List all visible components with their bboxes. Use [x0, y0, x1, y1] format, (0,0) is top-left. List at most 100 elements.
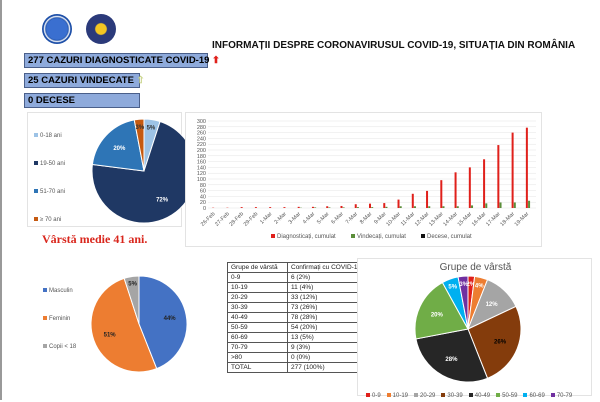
- x-tick-label: 28-Feb: [228, 211, 245, 228]
- bar-diagnosed: [426, 191, 428, 208]
- bar-cured: [385, 207, 387, 208]
- legend-label: Copii < 18: [49, 344, 76, 350]
- legend-label: 50-59: [502, 393, 517, 399]
- legend-item: 51-70 ani: [34, 189, 84, 195]
- x-tick-label: 6-Mar: [330, 211, 345, 226]
- government-logo: [42, 14, 72, 44]
- table-cell: 60-69: [228, 333, 288, 343]
- bar-diagnosed: [269, 207, 271, 208]
- pie-data-label: 4%: [475, 283, 484, 289]
- x-tick-label: 3-Mar: [288, 211, 303, 226]
- y-tick-label: 280: [197, 125, 206, 131]
- deaths-badge: 0 DECESE: [24, 93, 140, 108]
- bar-diagnosed: [298, 207, 300, 208]
- legend-label: 51-70 ani: [40, 189, 65, 195]
- table-cell: 6 (2%): [288, 273, 368, 283]
- x-tick-label: 1-Mar: [259, 211, 274, 226]
- legend-item: 0-9: [366, 393, 381, 399]
- bar-cured: [371, 207, 373, 208]
- legend-item: ≥ 70 ani: [34, 217, 84, 223]
- pie-data-label: 5%: [128, 282, 137, 288]
- pie-data-label: 72%: [156, 198, 169, 204]
- bar-diagnosed: [241, 207, 243, 208]
- arrow-up-red-icon: ⬆: [212, 55, 220, 66]
- legend-label: 19-50 ani: [40, 161, 65, 167]
- bar-cured: [443, 206, 445, 208]
- bar-cured: [514, 202, 516, 208]
- bar-cured: [471, 205, 473, 208]
- pie-data-label: 5%: [147, 125, 156, 131]
- table-cell: 0 (0%): [288, 353, 368, 363]
- bar-cured: [428, 206, 430, 208]
- bar-diagnosed: [512, 133, 514, 208]
- diagnosed-text: 277 CAZURI DIAGNOSTICATE COVID-19: [28, 55, 209, 66]
- y-tick-label: 160: [197, 160, 206, 166]
- bar-cured: [400, 206, 402, 208]
- bar-diagnosed: [312, 207, 314, 208]
- legend-swatch: [421, 234, 425, 238]
- bar-cured: [485, 203, 487, 208]
- x-tick-label: 29-Feb: [243, 211, 260, 228]
- legend-label: ≥ 70 ani: [40, 217, 61, 223]
- table-cell: 54 (20%): [288, 323, 368, 333]
- bar-diagnosed: [483, 159, 485, 208]
- table-cell: 0-9: [228, 273, 288, 283]
- deaths-text: 0 DECESE: [28, 95, 75, 106]
- legend-item: Feminin: [43, 316, 93, 322]
- bar-diagnosed: [326, 206, 328, 208]
- legend-item: 30-39: [441, 393, 462, 399]
- bar-cured: [357, 207, 359, 208]
- legend-swatch: [43, 316, 47, 320]
- x-tick-label: 17-Mar: [485, 211, 502, 228]
- pie-data-label: 28%: [445, 357, 458, 363]
- x-tick-label: 8-Mar: [359, 211, 374, 226]
- legend-swatch: [271, 234, 275, 238]
- arrow-up-green-icon: ⇧: [137, 75, 145, 86]
- x-tick-label: 19-Mar: [514, 211, 531, 228]
- legend-swatch: [469, 393, 473, 397]
- legend-swatch: [387, 393, 391, 397]
- bar-diagnosed: [526, 128, 528, 208]
- y-tick-label: 0: [203, 206, 206, 212]
- y-tick-label: 40: [200, 194, 206, 200]
- legend-swatch: [551, 393, 555, 397]
- bar-diagnosed: [469, 167, 471, 208]
- legend-label: Vindecați, cumulat: [357, 234, 406, 240]
- legend-swatch: [43, 344, 47, 348]
- legend-label: Masculin: [49, 288, 73, 294]
- table-cell: 40-49: [228, 313, 288, 323]
- pie-data-label: 12%: [486, 302, 499, 308]
- age-group-pie-title: Grupe de vârstă: [358, 262, 593, 273]
- bar-diagnosed: [497, 145, 499, 208]
- diagnosed-badge: 277 CAZURI DIAGNOSTICATE COVID-19 ⬆: [24, 53, 208, 68]
- x-tick-label: 26-Feb: [200, 211, 217, 228]
- legend-swatch: [366, 393, 370, 397]
- y-tick-label: 200: [197, 148, 206, 154]
- cured-text: 25 CAZURI VINDECATE: [28, 75, 134, 86]
- y-tick-label: 300: [197, 119, 206, 125]
- age-group-pie-panel: Grupe de vârstă 2%4%12%26%28%20%5%3% 0-9…: [357, 258, 592, 396]
- legend-item: 40-49: [469, 393, 490, 399]
- table-cell: 20-29: [228, 293, 288, 303]
- legend-item: 10-19: [387, 393, 408, 399]
- bar-cured: [314, 207, 316, 208]
- legend-item: 50-59: [496, 393, 517, 399]
- pie-data-label: 5%: [448, 285, 457, 291]
- legend-item: 60-69: [523, 393, 544, 399]
- legend-label: 10-19: [393, 393, 408, 399]
- legend-swatch: [34, 161, 38, 165]
- pie-data-label: 3%: [459, 282, 468, 288]
- x-tick-label: 18-Mar: [499, 211, 516, 228]
- table-cell: 30-39: [228, 303, 288, 313]
- bar-diagnosed: [355, 204, 357, 208]
